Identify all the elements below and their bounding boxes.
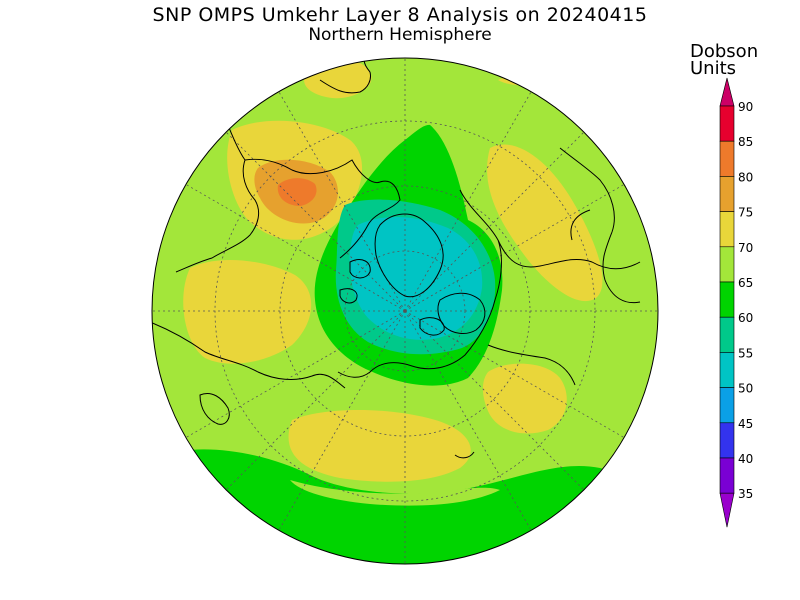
colorbar-tick-label: 55 <box>738 346 753 360</box>
field-band-65-70 <box>290 480 500 506</box>
colorbar-segment <box>719 176 735 212</box>
coastline-japan <box>199 393 230 425</box>
field-patch-70-75 <box>288 409 471 482</box>
field-patch-70-75 <box>487 144 603 302</box>
coastline-eurasia <box>337 189 641 378</box>
graticule <box>152 58 658 564</box>
coastline-scandinavia <box>437 292 486 334</box>
coastline-alaska <box>319 58 371 94</box>
map-subtitle: Northern Hemisphere <box>308 25 492 45</box>
coastline-hudson <box>175 159 260 273</box>
colorbar-tick-label: 70 <box>738 241 753 255</box>
colorbar-tick-label: 50 <box>738 382 753 396</box>
colorbar-segment <box>719 211 735 248</box>
colorbar-segment <box>719 105 735 142</box>
colorbar-tick-label: 65 <box>738 276 753 290</box>
units-label-line2: Units <box>690 58 737 79</box>
colorbar-segment <box>719 387 735 424</box>
coastline-india <box>454 451 475 459</box>
field-polar-50-55 <box>349 216 483 340</box>
coastline-africa-north <box>487 344 576 386</box>
field-patch-70-75 <box>482 363 567 434</box>
field-patch-70-75 <box>183 259 312 364</box>
field-patch-80-85 <box>277 178 317 206</box>
coastline-greenland <box>374 213 444 298</box>
colorbar-segment <box>719 281 735 318</box>
coastline-europe-west <box>559 147 641 304</box>
units-label-line1: Dobson <box>690 41 759 62</box>
colorbar: 90 85 80 75 70 65 60 55 50 45 40 35 <box>719 77 753 528</box>
colorbar-segment <box>719 140 735 177</box>
coastline-north-america <box>224 117 401 259</box>
colorbar-top-arrow <box>719 77 735 107</box>
colorbar-segment <box>719 352 735 388</box>
colorbar-segment <box>719 457 735 494</box>
map-boundary <box>151 57 659 565</box>
colorbar-tick-label: 80 <box>738 170 753 184</box>
colorbar-tick-label: 85 <box>738 135 753 149</box>
colorbar-segment <box>719 316 735 353</box>
colorbar-tick-label: 90 <box>738 100 753 114</box>
map-title: SNP OMPS Umkehr Layer 8 Analysis on 2024… <box>152 4 648 26</box>
ozone-field <box>152 58 658 564</box>
colorbar-bottom-arrow <box>719 492 735 528</box>
colorbar-tick-label: 45 <box>738 417 753 431</box>
colorbar-tick-label: 60 <box>738 311 753 325</box>
colorbar-segment <box>719 246 735 283</box>
coastlines <box>152 58 641 459</box>
coastline-arctic-islands <box>339 259 445 336</box>
colorbar-tick-label: 40 <box>738 452 753 466</box>
colorbar-tick-label: 75 <box>738 206 753 220</box>
colorbar-tick-label: 35 <box>738 487 753 501</box>
colorbar-segment <box>719 422 735 459</box>
coastline-siberia-coast <box>152 321 346 389</box>
